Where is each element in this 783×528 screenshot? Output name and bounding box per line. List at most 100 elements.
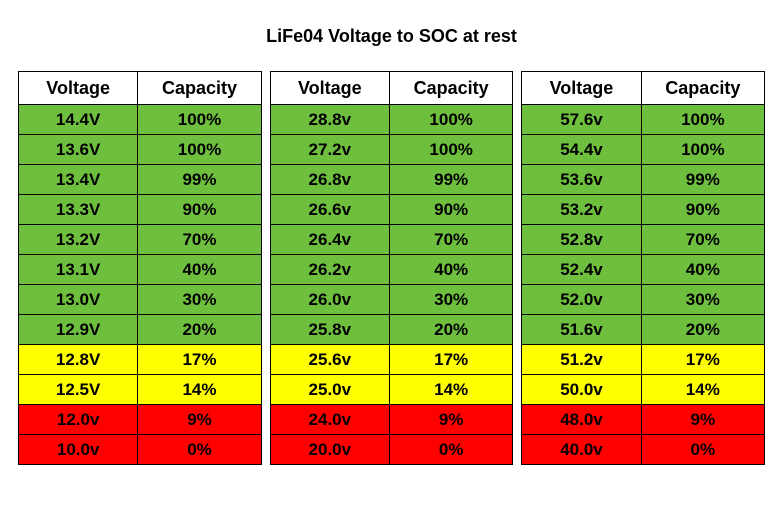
table-row: 52.0v30% xyxy=(522,285,765,315)
voltage-cell: 20.0v xyxy=(270,435,389,465)
voltage-header: Voltage xyxy=(270,72,389,105)
capacity-cell: 20% xyxy=(138,315,261,345)
voltage-cell: 26.0v xyxy=(270,285,389,315)
table-row: 54.4v100% xyxy=(522,135,765,165)
table-row: 52.8v70% xyxy=(522,225,765,255)
table-row: 50.0v14% xyxy=(522,375,765,405)
voltage-cell: 25.0v xyxy=(270,375,389,405)
capacity-cell: 17% xyxy=(138,345,261,375)
table-header-row: VoltageCapacity xyxy=(270,72,513,105)
voltage-cell: 25.6v xyxy=(270,345,389,375)
table-row: 51.2v17% xyxy=(522,345,765,375)
voltage-cell: 13.1V xyxy=(19,255,138,285)
table-row: 13.2V70% xyxy=(19,225,262,255)
table-header-row: VoltageCapacity xyxy=(19,72,262,105)
capacity-cell: 90% xyxy=(389,195,512,225)
capacity-cell: 100% xyxy=(138,105,261,135)
tables-container: VoltageCapacity14.4V100%13.6V100%13.4V99… xyxy=(18,71,765,465)
table-row: 14.4V100% xyxy=(19,105,262,135)
capacity-cell: 30% xyxy=(138,285,261,315)
voltage-cell: 51.2v xyxy=(522,345,641,375)
capacity-cell: 14% xyxy=(138,375,261,405)
capacity-cell: 9% xyxy=(389,405,512,435)
table-row: 13.0V30% xyxy=(19,285,262,315)
voltage-cell: 26.4v xyxy=(270,225,389,255)
capacity-cell: 0% xyxy=(389,435,512,465)
table-row: 26.4v70% xyxy=(270,225,513,255)
voltage-cell: 52.4v xyxy=(522,255,641,285)
voltage-cell: 54.4v xyxy=(522,135,641,165)
voltage-cell: 14.4V xyxy=(19,105,138,135)
voltage-header: Voltage xyxy=(19,72,138,105)
table-row: 10.0v0% xyxy=(19,435,262,465)
voltage-cell: 13.6V xyxy=(19,135,138,165)
table-row: 27.2v100% xyxy=(270,135,513,165)
voltage-cell: 12.8V xyxy=(19,345,138,375)
voltage-cell: 13.2V xyxy=(19,225,138,255)
table-row: 12.8V17% xyxy=(19,345,262,375)
capacity-cell: 40% xyxy=(389,255,512,285)
soc-table: VoltageCapacity28.8v100%27.2v100%26.8v99… xyxy=(270,71,514,465)
voltage-cell: 52.0v xyxy=(522,285,641,315)
table-row: 13.4V99% xyxy=(19,165,262,195)
capacity-cell: 99% xyxy=(138,165,261,195)
voltage-cell: 51.6v xyxy=(522,315,641,345)
table-row: 26.2v40% xyxy=(270,255,513,285)
voltage-cell: 13.0V xyxy=(19,285,138,315)
capacity-cell: 90% xyxy=(641,195,764,225)
capacity-cell: 30% xyxy=(389,285,512,315)
voltage-cell: 10.0v xyxy=(19,435,138,465)
voltage-cell: 12.5V xyxy=(19,375,138,405)
voltage-cell: 13.3V xyxy=(19,195,138,225)
table-row: 26.6v90% xyxy=(270,195,513,225)
capacity-cell: 17% xyxy=(641,345,764,375)
voltage-cell: 53.6v xyxy=(522,165,641,195)
capacity-cell: 9% xyxy=(138,405,261,435)
voltage-cell: 26.6v xyxy=(270,195,389,225)
table-row: 53.6v99% xyxy=(522,165,765,195)
table-row: 26.0v30% xyxy=(270,285,513,315)
table-row: 57.6v100% xyxy=(522,105,765,135)
table-row: 25.8v20% xyxy=(270,315,513,345)
capacity-cell: 14% xyxy=(389,375,512,405)
voltage-cell: 26.2v xyxy=(270,255,389,285)
page-title: LiFe04 Voltage to SOC at rest xyxy=(18,26,765,47)
capacity-cell: 14% xyxy=(641,375,764,405)
capacity-header: Capacity xyxy=(389,72,512,105)
table-row: 13.6V100% xyxy=(19,135,262,165)
soc-table: VoltageCapacity57.6v100%54.4v100%53.6v99… xyxy=(521,71,765,465)
table-row: 26.8v99% xyxy=(270,165,513,195)
voltage-cell: 27.2v xyxy=(270,135,389,165)
table-row: 13.3V90% xyxy=(19,195,262,225)
capacity-cell: 100% xyxy=(389,135,512,165)
voltage-cell: 40.0v xyxy=(522,435,641,465)
voltage-cell: 12.9V xyxy=(19,315,138,345)
capacity-cell: 20% xyxy=(389,315,512,345)
capacity-cell: 99% xyxy=(389,165,512,195)
voltage-cell: 12.0v xyxy=(19,405,138,435)
capacity-cell: 9% xyxy=(641,405,764,435)
capacity-cell: 17% xyxy=(389,345,512,375)
voltage-cell: 53.2v xyxy=(522,195,641,225)
table-row: 12.5V14% xyxy=(19,375,262,405)
capacity-cell: 40% xyxy=(641,255,764,285)
capacity-cell: 0% xyxy=(641,435,764,465)
capacity-cell: 90% xyxy=(138,195,261,225)
capacity-header: Capacity xyxy=(138,72,261,105)
table-row: 25.0v14% xyxy=(270,375,513,405)
table-row: 48.0v9% xyxy=(522,405,765,435)
capacity-cell: 0% xyxy=(138,435,261,465)
table-row: 12.0v9% xyxy=(19,405,262,435)
capacity-cell: 100% xyxy=(641,105,764,135)
table-row: 52.4v40% xyxy=(522,255,765,285)
capacity-cell: 99% xyxy=(641,165,764,195)
table-row: 51.6v20% xyxy=(522,315,765,345)
table-row: 24.0v9% xyxy=(270,405,513,435)
voltage-cell: 50.0v xyxy=(522,375,641,405)
capacity-cell: 100% xyxy=(138,135,261,165)
capacity-cell: 70% xyxy=(389,225,512,255)
voltage-cell: 13.4V xyxy=(19,165,138,195)
capacity-cell: 40% xyxy=(138,255,261,285)
voltage-cell: 48.0v xyxy=(522,405,641,435)
table-row: 28.8v100% xyxy=(270,105,513,135)
